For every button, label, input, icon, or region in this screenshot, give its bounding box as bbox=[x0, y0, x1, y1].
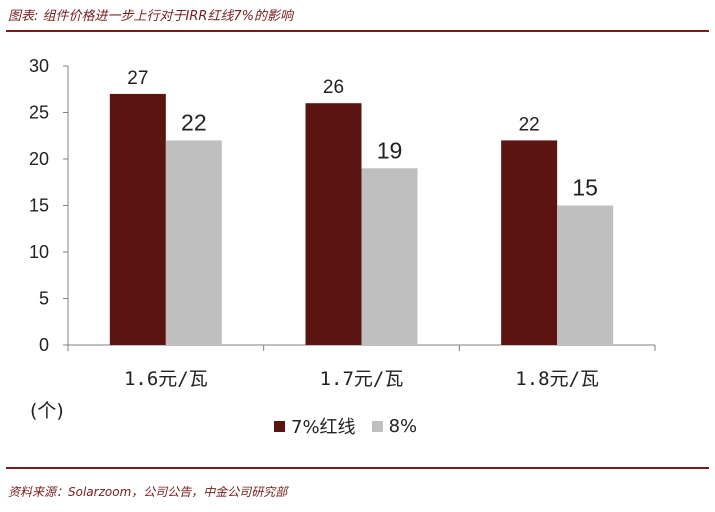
chart-labels: 0 5 10 15 20 25 30 27 22 1.6元/瓦 26 19 1.7元/瓦 22 15 1.8元… bbox=[29, 56, 599, 390]
data-label: 26 bbox=[323, 77, 344, 98]
source-note: 资料来源：Solarzoom，公司公告，中金公司研究部 bbox=[8, 485, 288, 499]
y-tick-label: 25 bbox=[29, 103, 49, 123]
y-tick-label: 5 bbox=[39, 289, 49, 309]
legend-item-series-2: 8% bbox=[371, 415, 418, 437]
bar-series-2-2 bbox=[361, 168, 418, 345]
x-tick-label: 1.7元/瓦 bbox=[320, 368, 404, 390]
data-label: 15 bbox=[572, 175, 598, 201]
bar-series-2-3 bbox=[557, 205, 614, 345]
legend-item-series-1: 7%红线 bbox=[274, 413, 356, 439]
bar-series-1-2 bbox=[305, 103, 362, 345]
unit-label: (个) bbox=[30, 400, 64, 422]
legend-label-series-1: 7%红线 bbox=[291, 417, 356, 438]
x-tick-label: 1.8元/瓦 bbox=[515, 368, 599, 390]
chart-title: 图表: 组件价格进一步上行对于IRR红线7%的影响 bbox=[8, 9, 294, 24]
data-label: 27 bbox=[127, 68, 148, 89]
chart-legend: 7%红线 8% bbox=[274, 413, 433, 439]
y-tick-label: 30 bbox=[29, 56, 49, 76]
y-tick-label: 0 bbox=[39, 335, 49, 355]
y-tick-label: 15 bbox=[29, 196, 49, 216]
y-tick-label: 10 bbox=[29, 242, 49, 262]
legend-label-series-2: 8% bbox=[388, 415, 418, 437]
chart-bars bbox=[109, 93, 614, 346]
x-tick-label: 1.6元/瓦 bbox=[124, 368, 208, 390]
legend-swatch-series-1 bbox=[274, 420, 285, 432]
bar-series-2-1 bbox=[165, 140, 222, 345]
bar-series-1-3 bbox=[501, 140, 558, 345]
data-label: 22 bbox=[519, 114, 540, 135]
bar-chart: 0 5 10 15 20 25 30 27 22 1.6元/瓦 26 19 1.7元/瓦 22 15 1.8元… bbox=[29, 56, 656, 390]
data-label: 22 bbox=[181, 109, 207, 135]
bar-series-1-1 bbox=[109, 93, 166, 346]
legend-swatch-series-2 bbox=[371, 420, 383, 432]
source-divider bbox=[6, 467, 709, 469]
title-divider bbox=[6, 30, 709, 32]
data-label: 19 bbox=[377, 137, 403, 163]
y-tick-label: 20 bbox=[29, 149, 49, 169]
